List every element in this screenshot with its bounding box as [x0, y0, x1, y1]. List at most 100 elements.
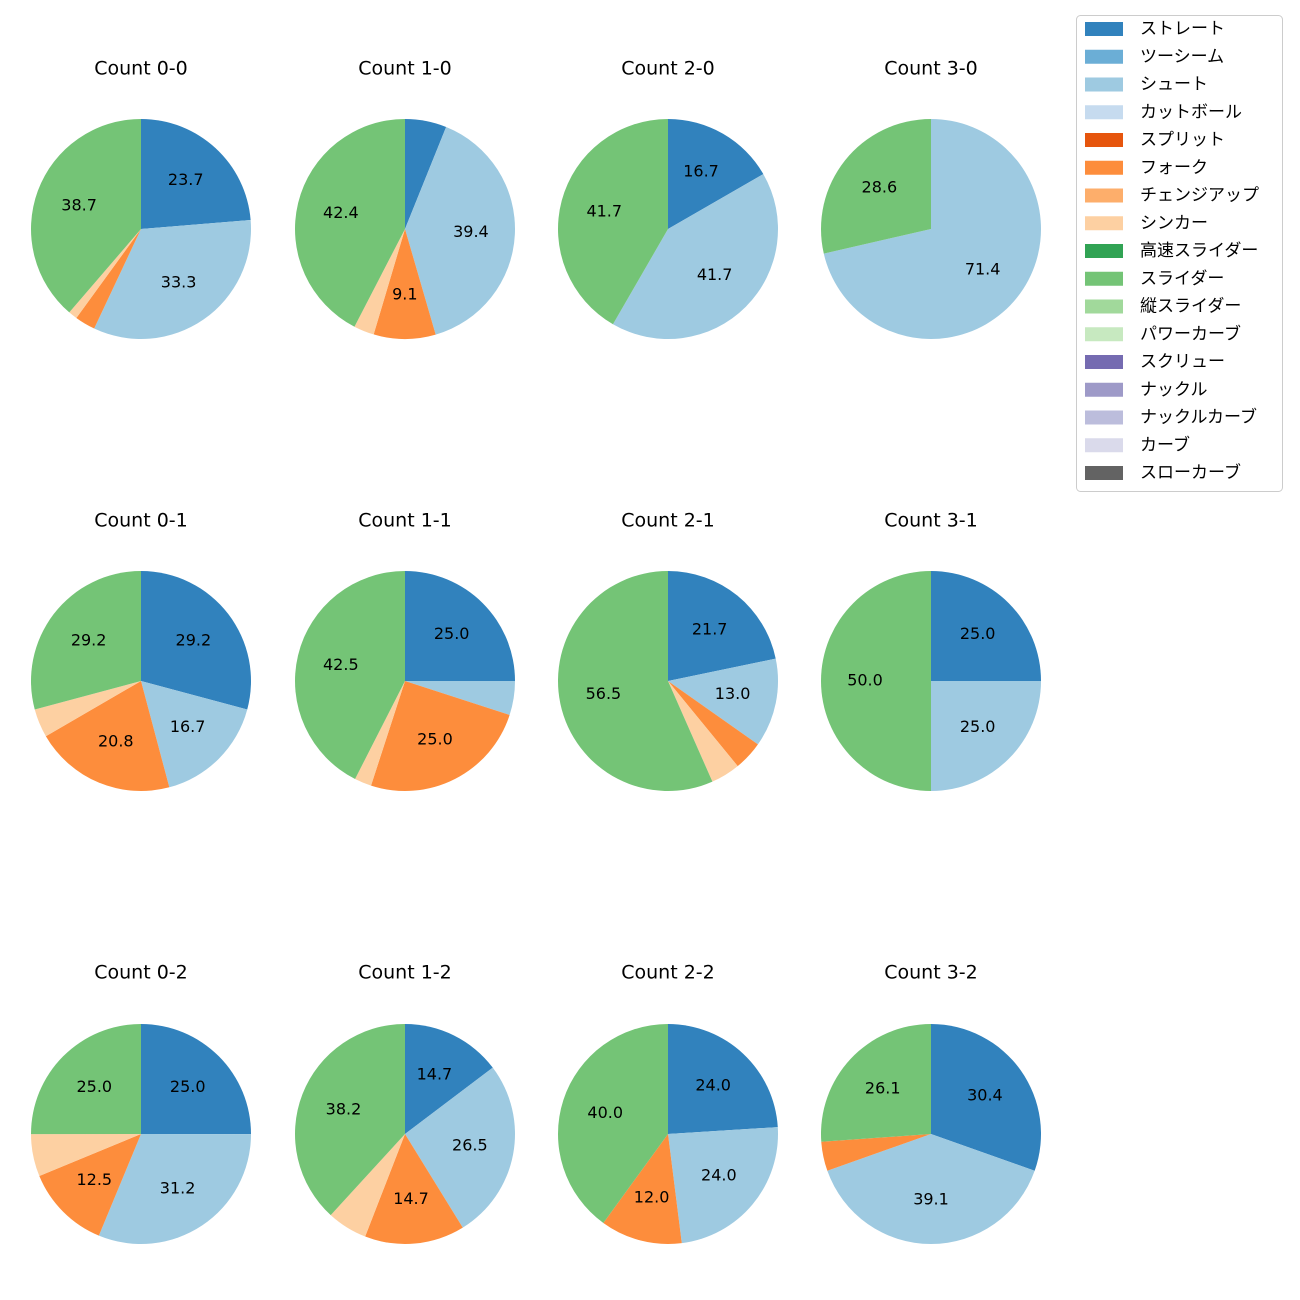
pie-slice: [355, 681, 405, 786]
legend-item: スローカーブ: [1085, 462, 1241, 483]
slice-label: 13.0: [715, 684, 751, 703]
legend-swatch: [1085, 327, 1123, 342]
slice-label: 29.2: [71, 630, 107, 649]
slice-label: 16.7: [170, 717, 206, 736]
pie-slice: [405, 1024, 493, 1134]
slice-label: 39.1: [913, 1190, 949, 1209]
pie-title: Count 1-0: [358, 58, 452, 80]
pie-5: Count 0-1 29.2 16.7 20.8 29.2: [31, 510, 251, 792]
legend-item: ナックルカーブ: [1085, 407, 1257, 428]
pie-slice: [931, 571, 1041, 681]
legend-item: カーブ: [1085, 434, 1190, 455]
pie-slice: [668, 1127, 778, 1244]
legend-item: シンカー: [1085, 213, 1208, 233]
legend-label: ナックル: [1140, 380, 1208, 400]
slice-label: 29.2: [176, 630, 212, 649]
legend-label: チェンジアップ: [1140, 186, 1259, 206]
legend-frame: [1076, 15, 1283, 492]
slice-label: 26.5: [452, 1136, 488, 1155]
pie-6: Count 1-1 25.0 25.0 42.5: [294, 510, 515, 791]
legend-label: 高速スライダー: [1140, 241, 1258, 261]
legend-swatch: [1085, 382, 1123, 397]
legend-label: スローカーブ: [1140, 462, 1241, 483]
pie-10: Count 1-2 14.7 26.5 14.7 38.2: [294, 962, 515, 1244]
legend-label: ナックルカーブ: [1140, 407, 1257, 428]
legend-label: スプリット: [1140, 130, 1225, 150]
slice-label: 28.6: [862, 177, 898, 196]
pie-slice: [668, 1024, 778, 1134]
slice-label: 25.0: [960, 624, 996, 643]
legend-swatch: [1085, 49, 1123, 64]
slice-label: 12.0: [634, 1187, 670, 1206]
legend-label: カットボール: [1140, 102, 1242, 122]
legend-item: ツーシーム: [1085, 47, 1224, 67]
pie-slice: [827, 1134, 1035, 1245]
legend-swatch: [1085, 188, 1123, 203]
pie-slice: [39, 1134, 141, 1236]
pie-slice: [821, 119, 932, 254]
slice-label: 21.7: [692, 619, 728, 638]
legend-item: 縦スライダー: [1085, 297, 1241, 317]
pie-slice: [668, 681, 758, 767]
slice-label: 33.3: [161, 273, 197, 292]
legend-item: シュート: [1085, 75, 1208, 95]
legend-label: シュート: [1140, 75, 1208, 95]
pie-slice: [295, 119, 405, 327]
slice-label: 41.7: [586, 201, 622, 220]
pie-slice: [76, 229, 141, 329]
legend-swatch: [1085, 77, 1123, 92]
pie-slice: [558, 1024, 668, 1223]
legend-swatch: [1085, 244, 1123, 258]
pie-slice: [94, 220, 252, 339]
slice-label: 9.1: [392, 284, 417, 303]
legend-swatch: [1085, 160, 1123, 175]
pie-slice: [821, 571, 931, 791]
pie-slice: [931, 681, 1041, 791]
pie-slice: [612, 174, 778, 339]
pie-slice: [405, 126, 515, 335]
legend-item: チェンジアップ: [1085, 186, 1259, 206]
slice-label: 41.7: [697, 265, 733, 284]
pie-slice: [371, 681, 510, 791]
pie-slice: [34, 681, 141, 737]
pie-slice: [405, 571, 515, 681]
slice-label: 38.7: [61, 196, 97, 215]
legend-item: カットボール: [1085, 102, 1242, 122]
pie-slice: [31, 1024, 142, 1135]
slice-label: 24.0: [695, 1075, 731, 1094]
legend-swatch: [1085, 133, 1123, 147]
pie-7: Count 2-1 21.7 13.0 56.5: [558, 510, 779, 791]
pie-title: Count 2-1: [621, 510, 715, 532]
slice-label: 14.7: [393, 1189, 429, 1208]
legend-item: 高速スライダー: [1085, 241, 1258, 261]
pie-slice: [141, 571, 251, 710]
pie-title: Count 0-0: [94, 58, 188, 80]
pie-slice: [823, 119, 1041, 339]
pie-slice: [31, 571, 142, 710]
slice-label: 56.5: [586, 684, 622, 703]
pie-slice: [558, 119, 668, 325]
legend-item: ナックル: [1085, 380, 1208, 400]
slice-label: 30.4: [967, 1085, 1003, 1104]
legend-item: スプリット: [1085, 130, 1225, 150]
slice-label: 16.7: [683, 161, 719, 180]
pie-slice: [45, 681, 170, 792]
pie-slice: [558, 571, 713, 791]
legend-label: 縦スライダー: [1140, 297, 1241, 317]
slice-label: 23.7: [168, 170, 204, 189]
slice-label: 42.5: [323, 655, 359, 674]
legend-label: ストレート: [1140, 19, 1225, 39]
legend-label: ツーシーム: [1140, 47, 1224, 67]
slice-label: 50.0: [847, 671, 883, 690]
slice-label: 38.2: [326, 1100, 362, 1119]
pie-slice: [405, 681, 515, 715]
pie-8: Count 3-1 25.0 25.0 50.0: [821, 510, 1041, 791]
pie-slice: [821, 1134, 931, 1171]
slice-label: 25.0: [170, 1077, 206, 1096]
pie-2: Count 1-0 39.4 9.1 42.4: [295, 58, 515, 339]
slice-label: 24.0: [701, 1166, 737, 1185]
legend-item: スクリュー: [1085, 352, 1225, 372]
pie-slice: [354, 229, 405, 335]
slice-label: 12.5: [76, 1170, 112, 1189]
